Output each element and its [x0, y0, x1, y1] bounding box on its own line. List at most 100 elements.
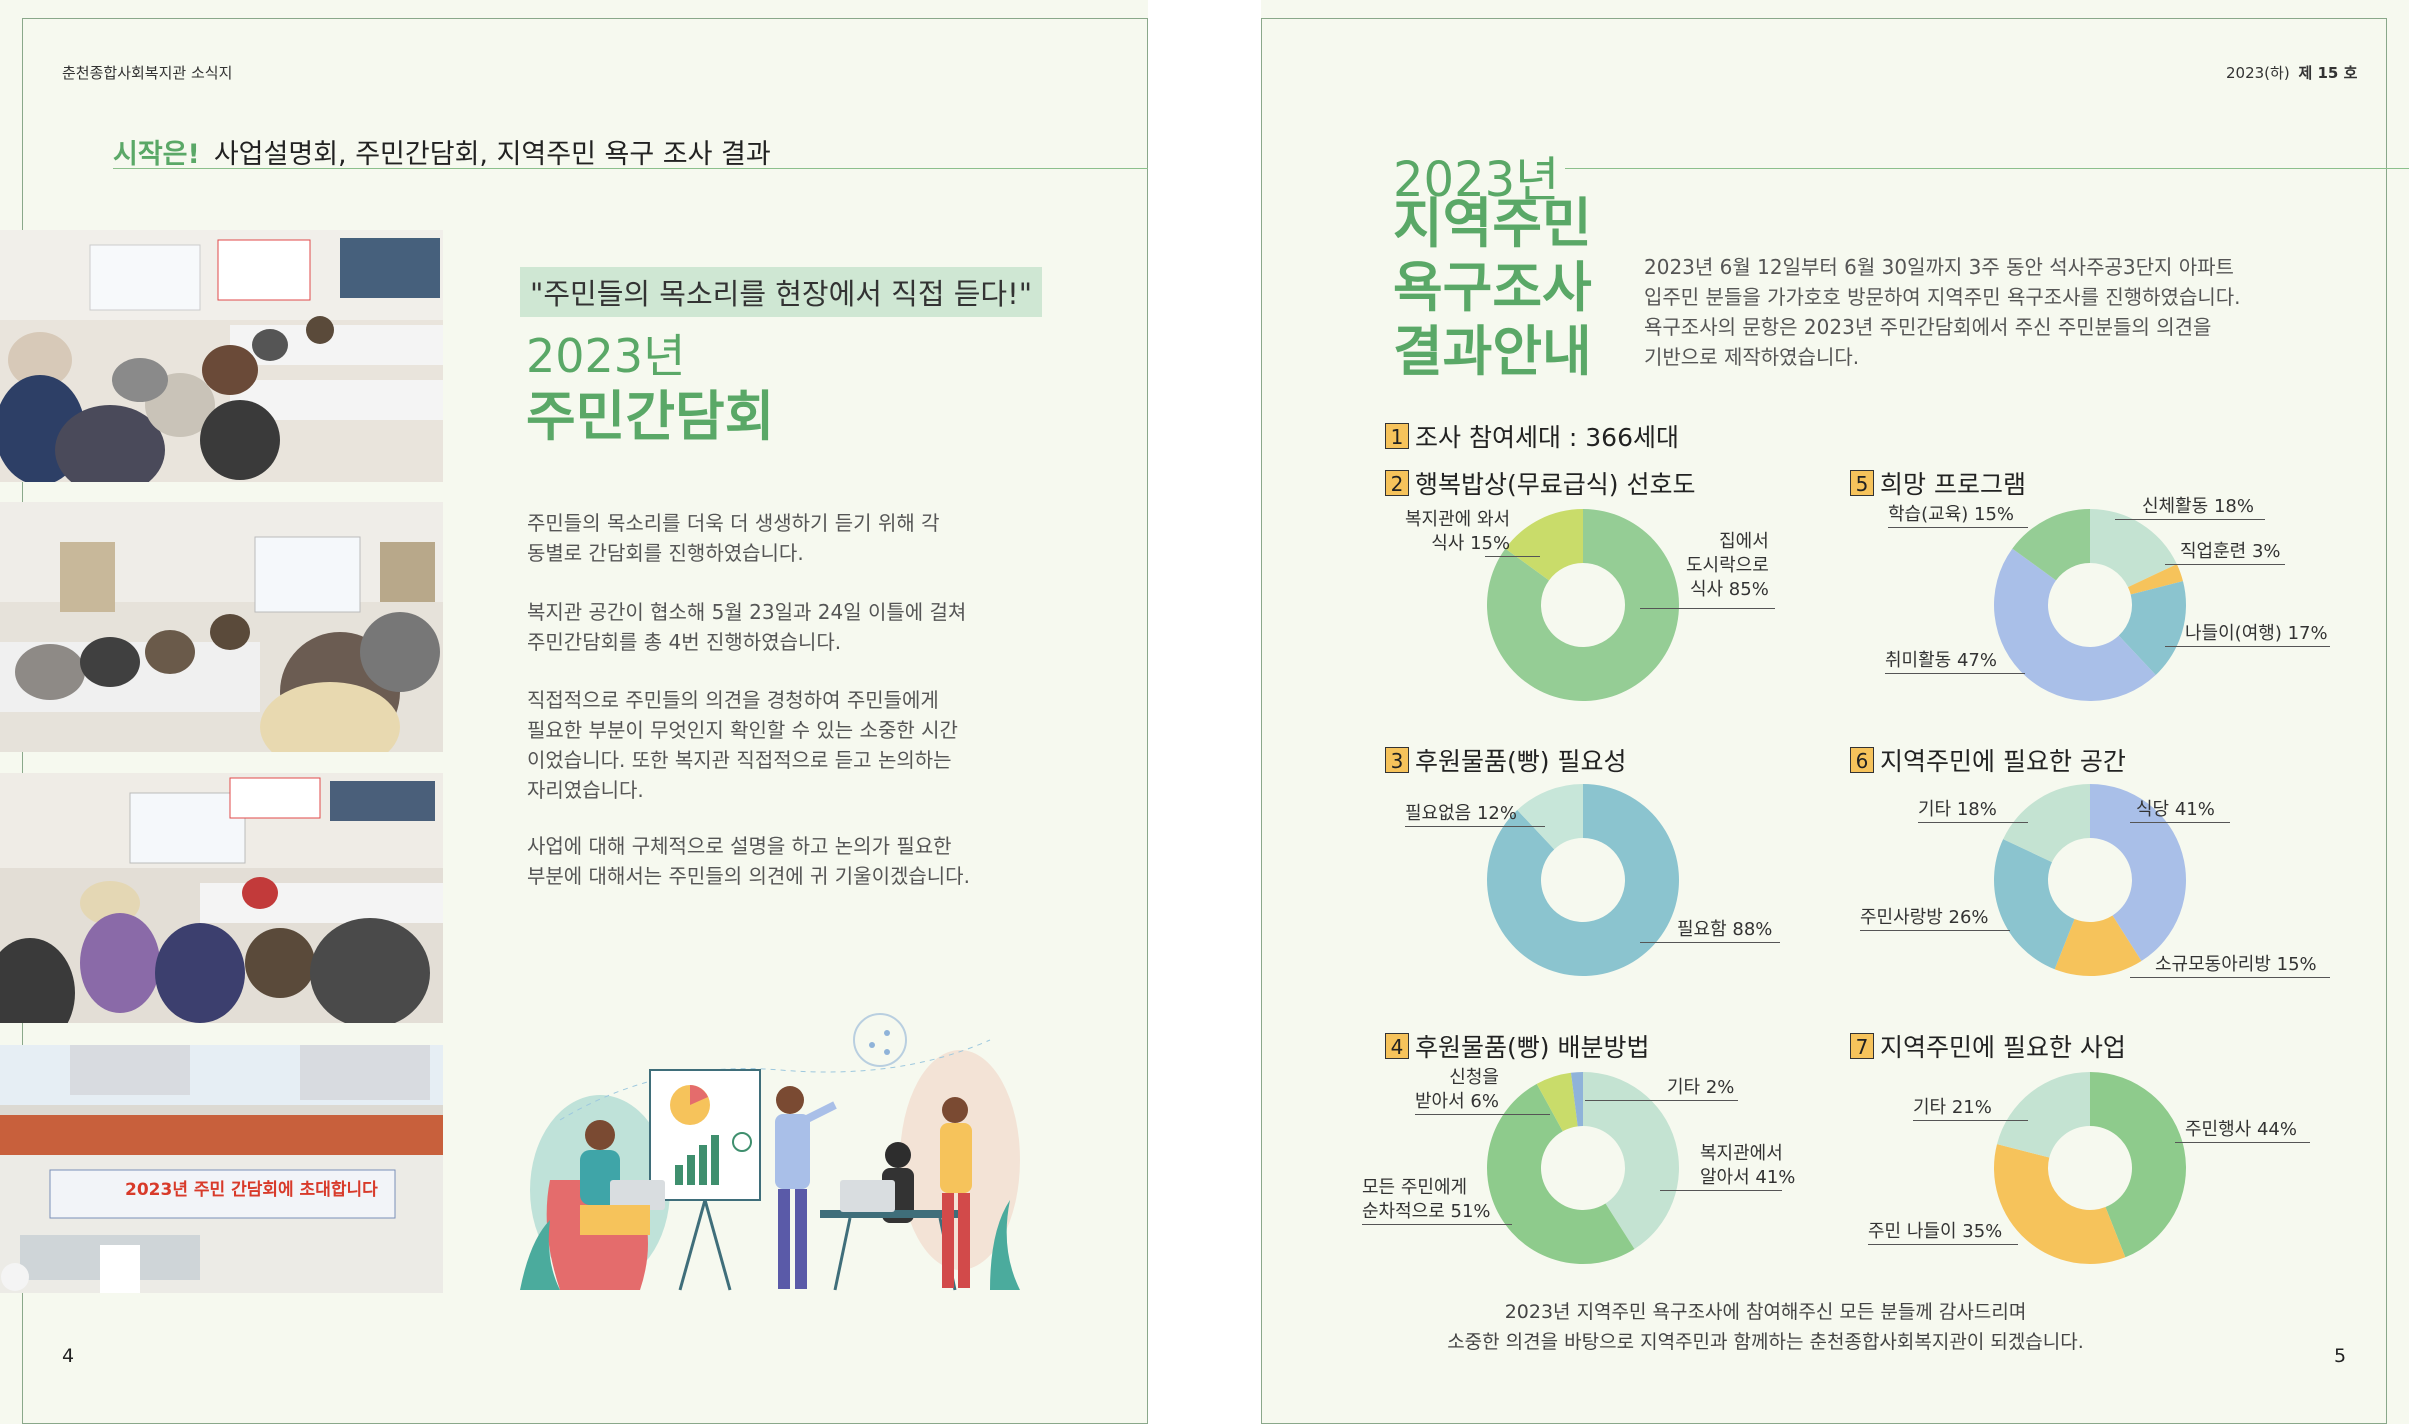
leader-line [1640, 608, 1775, 609]
survey-year: 2023년 [1393, 152, 1560, 208]
donut-chart-program-wish [1994, 509, 2186, 701]
donut-slice [1487, 784, 1679, 976]
issue-info: 2023(하) 제 15 호 [2226, 62, 2357, 83]
donut-slice [1487, 509, 1679, 701]
headline: 시작은! 사업설명회, 주민간담회, 지역주민 욕구 조사 결과 [113, 132, 771, 171]
right-page: 2023(하) 제 15 호 [1261, 0, 2409, 1424]
donut-slice [1994, 548, 2156, 701]
paragraph-line: 사업에 대해 구체적으로 설명을 하고 논의가 필요한 [527, 834, 952, 858]
donut-slice [1997, 1072, 2090, 1158]
leader-line [2130, 822, 2230, 823]
section-3-heading: 3 후원물품(빵) 필요성 [1385, 742, 1626, 778]
issue-number: 제 15 호 [2298, 64, 2358, 82]
chart-label: 기타 18% [1918, 799, 1997, 820]
issue-period: 2023(하) [2226, 64, 2290, 82]
chart-label: 주민 나들이 35% [1868, 1221, 2003, 1242]
donut-slice [1505, 509, 1583, 581]
chart-label: 기타 21% [1913, 1097, 1992, 1118]
section-title: 희망 프로그램 [1880, 470, 2026, 499]
chart-label: 소규모동아리방 15% [2155, 954, 2317, 975]
leader-line [2165, 564, 2285, 565]
meeting-illustration [520, 1000, 1030, 1300]
chart-label: 학습(교육) 15% [1888, 504, 2015, 525]
section-title: 후원물품(빵) 필요성 [1415, 747, 1627, 776]
chart-label: 신체활동 18% [2142, 496, 2254, 517]
leader-line [2165, 646, 2330, 647]
section-title: 조사 참여세대 : 366세대 [1415, 423, 1679, 452]
survey-title-rule [1565, 168, 2409, 169]
page-number-right: 5 [2334, 1345, 2347, 1367]
chart-label: 나들이(여행) 17% [2185, 623, 2328, 644]
paragraph-line: 동별로 간담회를 진행하였습니다. [527, 541, 804, 565]
paragraph-line: 주민간담회를 총 4번 진행하였습니다. [527, 630, 842, 654]
chart-label: 복지관에 와서 식사 15% [1405, 509, 1511, 554]
section-title: 후원물품(빵) 배분방법 [1415, 1033, 1650, 1062]
section-6-heading: 6 지역주민에 필요한 공간 [1850, 742, 2126, 778]
section-title: 행복밥상(무료급식) 선호도 [1415, 470, 1696, 499]
chart-label: 필요함 88% [1677, 919, 1773, 940]
headline-emphasis: 시작은! [113, 139, 200, 170]
interview-title: 주민간담회 [526, 385, 775, 448]
paragraph-line: 필요한 부분이 무엇인지 확인할 수 있는 소중한 시간 [527, 718, 958, 742]
donut-slice [2090, 784, 2186, 962]
chart-label: 직업훈련 3% [2180, 541, 2281, 562]
section-title: 지역주민에 필요한 공간 [1880, 747, 2126, 776]
closing-line: 2023년 지역주민 욕구조사에 참여해주신 모든 분들께 감사드리며 [1504, 1301, 2027, 1323]
donut-chart-bread-distribution [1487, 1072, 1679, 1264]
section-number: 2 [1385, 470, 1409, 496]
survey-intro: 2023년 6월 12일부터 6월 30일까지 3주 동안 석사주공3단지 아파… [1644, 252, 2284, 372]
donut-slice [1536, 1072, 1578, 1132]
section-5-heading: 5 희망 프로그램 [1850, 465, 2026, 501]
paragraph-4: 사업에 대해 구체적으로 설명을 하고 논의가 필요한 부분에 대해서는 주민들… [527, 831, 997, 891]
survey-title-line: 결과안내 [1393, 320, 1592, 383]
section-7-heading: 7 지역주민에 필요한 사업 [1850, 1028, 2126, 1064]
donut-slice [1583, 1072, 1679, 1250]
chart-label: 집에서 도시락으로 식사 85% [1686, 531, 1769, 600]
section-number: 1 [1385, 423, 1409, 449]
paragraph-line: 직접적으로 주민들의 의견을 경청하여 주민들에게 [527, 688, 939, 712]
leader-line [1640, 942, 1780, 943]
banner-text: 2023년 주민 간담회에 초대합니다 [125, 1180, 378, 1200]
chart-label: 기타 2% [1667, 1077, 1735, 1098]
section-title: 지역주민에 필요한 사업 [1880, 1033, 2126, 1062]
donut-slice [2090, 1072, 2186, 1258]
paragraph-line: 주민들의 목소리를 더욱 더 생생하기 듣기 위해 각 [527, 511, 940, 535]
leader-line [1860, 930, 2010, 931]
paragraph-line: 복지관 공간이 협소해 5월 23일과 24일 이틀에 걸쳐 [527, 600, 967, 624]
section-2-heading: 2 행복밥상(무료급식) 선호도 [1385, 465, 1695, 501]
leader-line [1888, 527, 2028, 528]
donut-slice [2054, 915, 2142, 976]
donut-slice [2003, 784, 2090, 863]
donut-slice [1517, 784, 1583, 850]
chart-label: 모든 주민에게 순차적으로 51% [1362, 1177, 1491, 1222]
paragraph-2: 복지관 공간이 협소해 5월 23일과 24일 이틀에 걸쳐 주민간담회를 총 … [527, 597, 997, 657]
paragraph-line: 부분에 대해서는 주민들의 의견에 귀 기울이겠습니다. [527, 864, 970, 888]
closing-message: 2023년 지역주민 욕구조사에 참여해주신 모든 분들께 감사드리며 소중한 … [1393, 1297, 2138, 1357]
leader-line [1913, 1120, 2028, 1121]
meeting-photo-1 [0, 230, 443, 482]
leader-line [1585, 1100, 1738, 1101]
chart-label: 식당 41% [2136, 799, 2215, 820]
donut-slice [2012, 509, 2090, 581]
survey-title-line: 지역주민 [1393, 192, 1592, 255]
leader-line [2130, 977, 2330, 978]
leader-line [2115, 519, 2265, 520]
paragraph-1: 주민들의 목소리를 더욱 더 생생하기 듣기 위해 각 동별로 간담회를 진행하… [527, 508, 997, 568]
survey-title-line: 욕구조사 [1393, 256, 1592, 319]
page-number-left: 4 [62, 1345, 75, 1367]
chart-label: 필요없음 12% [1405, 803, 1517, 824]
donut-slice [2090, 509, 2177, 588]
chart-label: 주민사랑방 26% [1860, 907, 1989, 928]
section-number: 7 [1850, 1033, 1874, 1059]
newsletter-header: 춘천종합사회복지관 소식지 [62, 64, 233, 82]
intro-line: 2023년 6월 12일부터 6월 30일까지 3주 동안 석사주공3단지 아파… [1644, 255, 2234, 279]
leader-line [1918, 822, 2028, 823]
chart-label: 복지관에서 알아서 41% [1700, 1143, 1796, 1188]
chart-label: 주민행사 44% [2185, 1119, 2297, 1140]
meeting-photo-2 [0, 502, 443, 752]
chart-label: 취미활동 47% [1885, 650, 1997, 671]
leader-line [1405, 826, 1545, 827]
intro-line: 기반으로 제작하였습니다. [1644, 345, 1860, 369]
paragraph-line: 자리였습니다. [527, 778, 644, 802]
leader-line [1868, 1244, 2018, 1245]
